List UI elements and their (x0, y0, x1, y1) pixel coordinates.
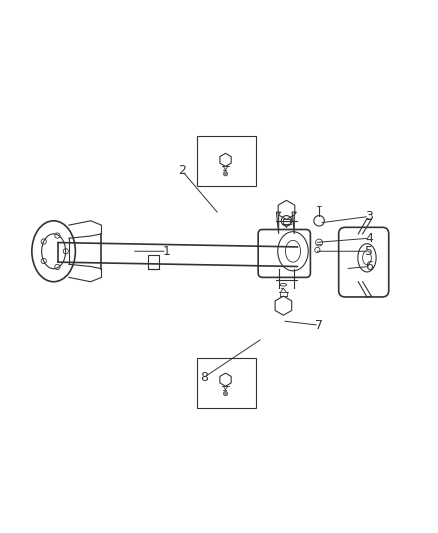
Text: 2: 2 (178, 164, 186, 177)
Circle shape (223, 391, 228, 396)
Text: 8: 8 (200, 371, 208, 384)
Text: 4: 4 (365, 232, 373, 245)
Text: 7: 7 (315, 319, 323, 332)
Text: 6: 6 (365, 260, 373, 273)
Text: 3: 3 (365, 210, 373, 223)
Text: 5: 5 (365, 245, 373, 258)
Bar (197, 358, 256, 408)
Circle shape (223, 172, 228, 176)
Text: 1: 1 (163, 245, 171, 258)
Bar (148, 255, 159, 269)
Bar (197, 136, 256, 186)
